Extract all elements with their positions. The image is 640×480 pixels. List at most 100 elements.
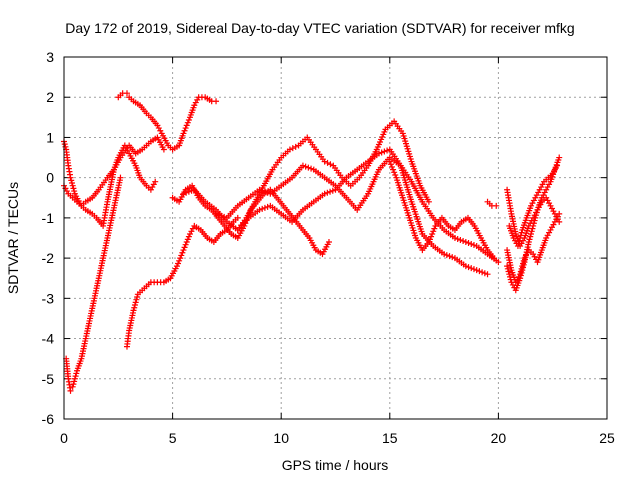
y-tick-label: -6 xyxy=(42,411,55,427)
data-point xyxy=(185,188,192,195)
data-point xyxy=(518,269,525,276)
data-point xyxy=(460,238,467,245)
data-point xyxy=(183,122,190,129)
data-point xyxy=(462,263,469,270)
data-point xyxy=(256,206,263,213)
data-point xyxy=(305,164,312,171)
chart-title: Day 172 of 2019, Sidereal Day-to-day VTE… xyxy=(65,20,574,36)
data-point xyxy=(160,146,167,153)
data-point xyxy=(528,228,535,235)
data-point xyxy=(462,239,469,246)
data-point xyxy=(289,145,296,152)
y-tick-label: 0 xyxy=(46,170,54,186)
data-point xyxy=(530,220,537,227)
data-point xyxy=(554,162,561,169)
data-point xyxy=(185,233,192,240)
data-point xyxy=(457,237,464,244)
data-point xyxy=(327,188,334,195)
data-point xyxy=(62,143,69,150)
data-point xyxy=(533,209,540,216)
data-point xyxy=(429,230,436,237)
data-point xyxy=(476,268,483,275)
data-point xyxy=(473,267,480,274)
data-point xyxy=(325,239,332,246)
data-point xyxy=(67,174,74,181)
data-points xyxy=(61,90,563,394)
data-point xyxy=(308,165,315,172)
data-point xyxy=(531,217,538,224)
data-point xyxy=(71,378,78,385)
data-point xyxy=(264,203,271,210)
data-point xyxy=(181,244,188,251)
data-point xyxy=(517,235,524,241)
y-tick-label: 3 xyxy=(46,49,54,65)
y-tick-label: -3 xyxy=(42,290,55,306)
data-point xyxy=(505,268,512,275)
data-point xyxy=(527,230,534,237)
data-point xyxy=(449,254,456,261)
data-point xyxy=(182,125,189,132)
data-point xyxy=(446,253,453,260)
y-axis-label: SDTVAR / TECUs xyxy=(5,182,21,294)
data-point xyxy=(73,370,80,377)
data-point xyxy=(123,90,130,97)
data-point xyxy=(426,236,433,243)
data-point xyxy=(388,163,395,170)
y-tick-label: -5 xyxy=(42,371,55,387)
data-point xyxy=(131,304,138,311)
data-point xyxy=(130,307,137,314)
data-point xyxy=(179,249,186,256)
x-tick-label: 25 xyxy=(599,430,615,446)
data-point xyxy=(176,257,183,264)
data-point xyxy=(425,198,432,205)
data-point xyxy=(183,189,190,196)
data-point xyxy=(215,211,222,218)
data-point xyxy=(495,259,502,266)
data-point xyxy=(117,174,124,181)
data-point xyxy=(527,233,534,240)
data-point xyxy=(180,190,187,197)
data-point xyxy=(529,225,536,232)
data-point xyxy=(533,212,540,219)
data-point xyxy=(428,233,435,240)
data-point xyxy=(321,190,328,197)
data-point xyxy=(516,237,523,244)
data-point xyxy=(175,260,182,267)
data-point xyxy=(514,243,521,250)
x-tick-label: 0 xyxy=(60,430,68,446)
data-point xyxy=(443,252,450,259)
data-point xyxy=(183,239,190,246)
data-point xyxy=(504,265,511,272)
data-point xyxy=(180,247,187,254)
data-point xyxy=(61,141,68,148)
plot-frame xyxy=(63,56,608,420)
data-point xyxy=(481,270,488,277)
data-point xyxy=(68,177,75,184)
data-point xyxy=(468,265,475,272)
data-point xyxy=(375,150,382,157)
y-tick-label: 2 xyxy=(46,89,54,105)
y-tick-label: -2 xyxy=(42,250,55,266)
data-point xyxy=(213,98,220,105)
data-point xyxy=(152,178,159,185)
x-tick-label: 15 xyxy=(382,430,398,446)
data-point xyxy=(302,163,309,170)
data-point xyxy=(188,187,195,194)
data-point xyxy=(520,264,527,271)
data-point xyxy=(70,185,77,192)
data-point xyxy=(517,232,524,239)
data-point xyxy=(299,162,306,169)
data-point xyxy=(465,264,472,271)
data-point xyxy=(451,235,458,241)
data-point xyxy=(506,273,513,280)
x-tick-label: 5 xyxy=(169,430,177,446)
data-point xyxy=(519,267,526,274)
data-point xyxy=(71,188,78,195)
data-point xyxy=(378,149,385,156)
data-point xyxy=(181,127,188,134)
data-point xyxy=(324,189,331,196)
data-point xyxy=(292,143,299,150)
data-point xyxy=(520,261,527,268)
data-point xyxy=(507,276,514,283)
data-point xyxy=(185,117,192,124)
